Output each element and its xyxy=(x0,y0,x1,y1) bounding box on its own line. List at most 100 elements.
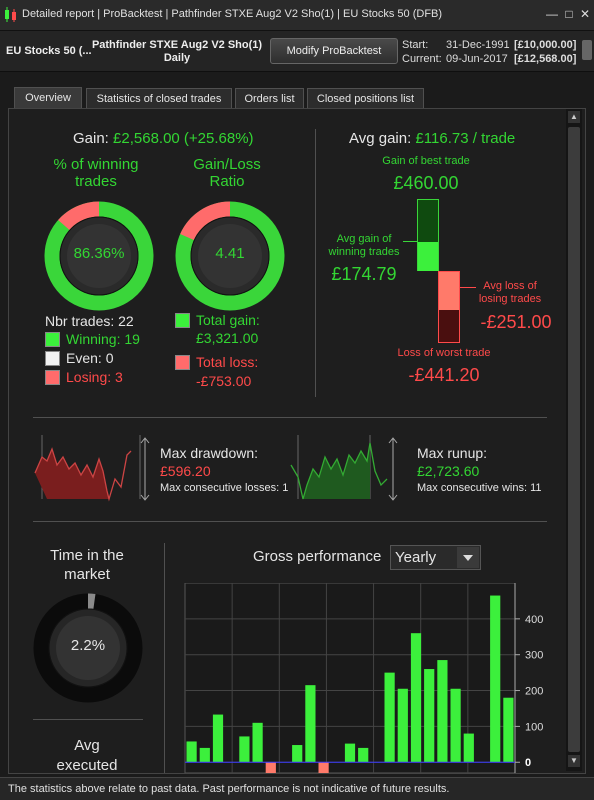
tab-overview[interactable]: Overview xyxy=(14,87,82,109)
winning-pct: 86.36% xyxy=(73,245,125,262)
title-bar: Detailed report | ProBacktest | Pathfind… xyxy=(0,0,594,31)
overview-panel: Gain: £2,568.00 (+25.68%) % of winning t… xyxy=(8,108,586,774)
chart-bar xyxy=(292,745,303,763)
chart-bar xyxy=(397,688,408,763)
avg-win-value: £174.79 xyxy=(331,264,397,284)
total-loss-swatch xyxy=(175,355,190,370)
avg-win-pointer xyxy=(403,241,417,242)
best-trade-label: Gain of best trade xyxy=(382,155,470,167)
drawdown-line xyxy=(34,447,132,502)
avg-gain-value: £116.73 / trade xyxy=(415,130,516,147)
chart-bar xyxy=(358,747,369,763)
avg-executed-label: Avg xyxy=(74,737,100,754)
chart-bar xyxy=(212,714,224,763)
divider-2 xyxy=(33,521,547,522)
time-in-market-value: 2.2% xyxy=(70,637,106,654)
chart-ytick-label: 300 xyxy=(525,650,543,662)
total-gain-label: Total gain: xyxy=(196,312,260,328)
chart-bar xyxy=(490,595,501,763)
gross-performance-chart: 0 100 200 300 400 xyxy=(184,583,543,773)
winning-donut xyxy=(44,201,154,311)
current-date: 09-Jun-2017 xyxy=(446,53,508,65)
runup-sparkline xyxy=(290,435,398,501)
period-select-value: Yearly xyxy=(395,549,437,566)
tab-closed-positions[interactable]: Closed positions list xyxy=(307,88,424,109)
runup-area xyxy=(303,443,370,499)
timeframe-label: Daily xyxy=(163,52,191,64)
gain-label: Gain: xyxy=(73,130,109,147)
current-label: Current: xyxy=(402,53,442,65)
section-divider-2 xyxy=(164,543,165,773)
ratio-value: 4.41 xyxy=(215,245,245,262)
max-drawdown-value: £596.20 xyxy=(160,463,211,479)
period-select[interactable]: Yearly xyxy=(390,545,481,570)
chart-bar xyxy=(463,733,474,763)
scroll-up-icon[interactable]: ▲ xyxy=(568,111,580,123)
minimize-icon[interactable]: — xyxy=(546,7,558,21)
avg-gain-summary: Avg gain: £116.73 / trade xyxy=(349,130,515,147)
gross-perf-label: Gross performance xyxy=(253,548,382,565)
header-scroll-handle[interactable] xyxy=(582,40,592,60)
chart-bar xyxy=(239,736,250,763)
drawdown-sparkline xyxy=(34,435,150,502)
runup-range-arrows xyxy=(388,437,398,501)
gain-summary: Gain: £2,568.00 (+25.68%) xyxy=(73,130,254,147)
avg-executed-continued: executed xyxy=(56,757,118,774)
max-runup-value: £2,723.60 xyxy=(417,463,480,479)
maximize-icon[interactable]: □ xyxy=(565,7,573,21)
instrument-label: EU Stocks 50 (... xyxy=(6,45,92,57)
avg-loss-pointer xyxy=(460,287,476,288)
max-runup-label: Max runup: xyxy=(417,445,488,461)
losing-legend-swatch xyxy=(45,370,60,385)
modify-probacktest-button[interactable]: Modify ProBacktest xyxy=(270,38,398,64)
avg-gain-label: Avg gain: xyxy=(349,130,412,147)
chart-bar xyxy=(437,660,448,763)
chart-ytick-label: 400 xyxy=(525,614,543,626)
chart-ytick-label: 0 xyxy=(525,757,531,769)
ratio-title: Gain/Loss Ratio xyxy=(193,156,261,190)
nbr-trades: Nbr trades: 22 xyxy=(45,313,134,329)
max-consec-wins: Max consecutive wins: 11 xyxy=(417,482,542,494)
worst-trade-value: -£441.20 xyxy=(408,365,480,385)
scroll-down-icon[interactable]: ▼ xyxy=(568,755,580,767)
chart-bar xyxy=(252,722,263,763)
status-bar: The statistics above relate to past data… xyxy=(0,777,594,800)
tab-orders[interactable]: Orders list xyxy=(235,88,304,109)
avg-win-label: Avg gain of winning trades xyxy=(328,233,400,258)
chart-ytick-label: 200 xyxy=(525,686,543,698)
current-capital: [£12,568.00] xyxy=(514,53,577,65)
close-icon[interactable]: ✕ xyxy=(579,7,591,21)
total-gain-swatch xyxy=(175,313,190,328)
divider-3 xyxy=(33,719,143,720)
time-in-market-label: Time in the market xyxy=(50,547,124,583)
section-divider xyxy=(315,129,316,397)
gain-value: £2,568.00 (+25.68%) xyxy=(113,130,254,147)
drawdown-area xyxy=(35,449,109,499)
total-gain-value: £3,321.00 xyxy=(196,330,259,346)
avg-loss-label: Avg loss of losing trades xyxy=(478,280,542,305)
scroll-thumb[interactable] xyxy=(568,127,580,752)
avg-win-bar xyxy=(418,242,438,271)
ratio-donut xyxy=(175,201,285,311)
even-count: Even: 0 xyxy=(66,350,114,366)
chart-bar xyxy=(384,672,395,763)
losing-count: Losing: 3 xyxy=(66,369,123,385)
chart-bar xyxy=(450,688,461,763)
strategy-title: Pathfinder STXE Aug2 V2 Sho(1) xyxy=(91,39,263,51)
candlestick-icon xyxy=(5,7,16,22)
ratio-donut-loss-arc xyxy=(175,201,285,311)
chart-bar xyxy=(424,669,435,763)
winning-title: % of winning trades xyxy=(53,156,139,190)
tab-statistics[interactable]: Statistics of closed trades xyxy=(86,88,232,109)
best-trade-value: £460.00 xyxy=(393,173,459,193)
disclaimer-text: The statistics above relate to past data… xyxy=(8,783,450,795)
worst-trade-label: Loss of worst trade xyxy=(397,347,491,359)
chevron-down-icon[interactable] xyxy=(457,547,479,568)
chart-bar xyxy=(305,685,316,763)
total-loss-value: -£753.00 xyxy=(196,373,252,389)
chart-bar xyxy=(265,762,276,773)
total-loss-label: Total loss: xyxy=(196,354,259,370)
vertical-scrollbar[interactable]: ▲ ▼ xyxy=(566,109,582,771)
runup-line xyxy=(290,442,388,500)
drawdown-range-arrows xyxy=(140,437,150,501)
